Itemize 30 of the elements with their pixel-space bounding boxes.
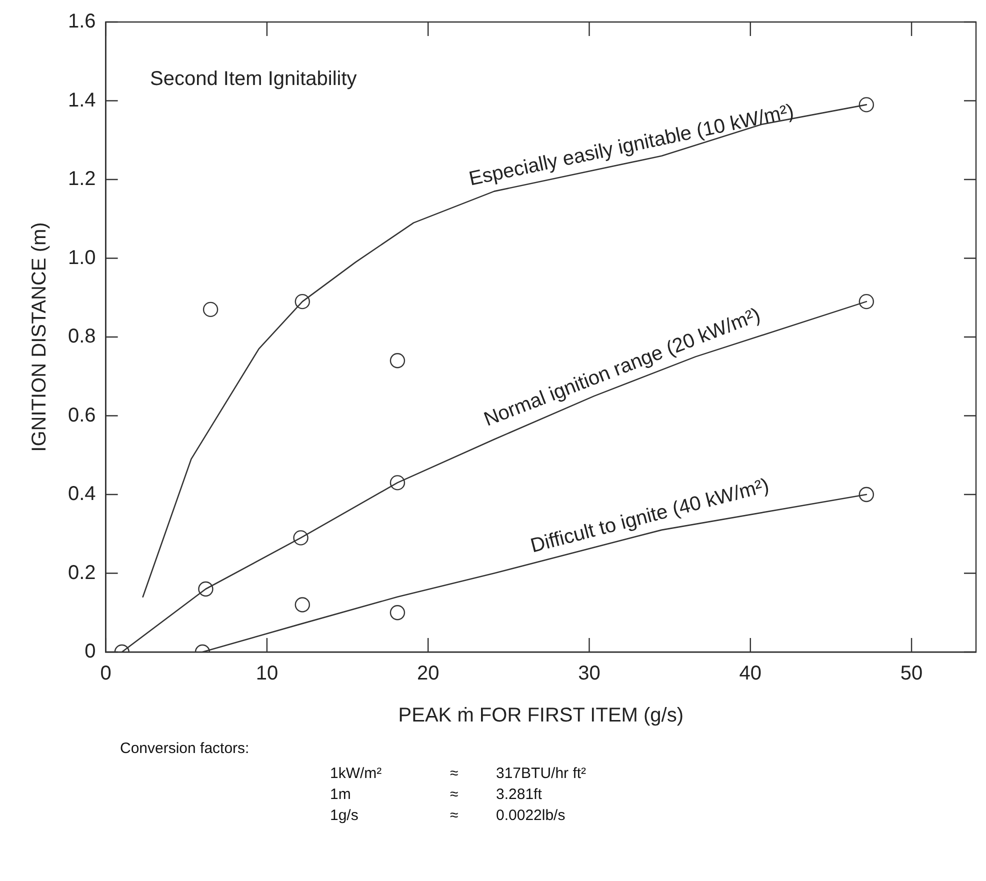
text: 0.0022lb/s <box>496 806 566 826</box>
text: 3.281ft <box>496 785 543 805</box>
y-tick-label: 1.4 <box>68 89 96 112</box>
y-tick-label: 0.2 <box>68 562 96 584</box>
x-axis-title: PEAK ṁ FOR FIRST ITEM (g/s) <box>398 704 684 727</box>
annotation: Second Item Ignitability <box>150 68 357 91</box>
y-axis-title: IGNITION DISTANCE (m) <box>28 222 51 452</box>
y-tick-label: 0.6 <box>68 404 96 426</box>
x-tick-label: 50 <box>900 662 923 685</box>
x-tick-label: 10 <box>256 662 278 685</box>
y-tick-label: 0.8 <box>68 326 96 348</box>
text: 317BTU/hr ft² <box>496 764 588 784</box>
x-tick-label: 0 <box>100 662 112 685</box>
text: 1m <box>330 785 352 805</box>
text: ≈ <box>450 785 460 805</box>
text: 1g/s <box>330 806 360 826</box>
x-tick-label: 30 <box>578 662 600 685</box>
text: Especially easily ignitable (10 kW/m²) <box>467 100 796 190</box>
text: Difficult to ignite (40 kW/m²) <box>528 474 772 558</box>
y-tick-label: 0 <box>84 640 96 663</box>
x-tick-label: 20 <box>416 662 440 685</box>
text: ≈ <box>450 806 460 826</box>
x-tick-label: 40 <box>739 662 762 685</box>
y-tick-label: 1.2 <box>68 168 96 190</box>
text: ≈ <box>450 764 460 784</box>
text: 1kW/m² <box>330 764 383 784</box>
y-tick-label: 0.4 <box>68 483 96 506</box>
y-tick-label: 1.6 <box>68 10 96 33</box>
y-tick-label: 1.0 <box>68 246 96 269</box>
text: Conversion factors: <box>120 740 250 757</box>
